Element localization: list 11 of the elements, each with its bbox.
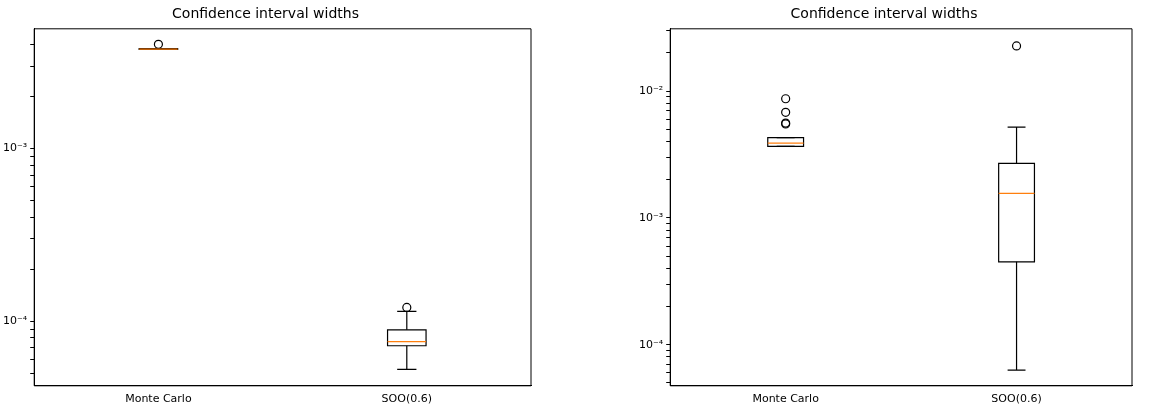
chart-title: Confidence interval widths: [790, 5, 978, 22]
chart-title: Confidence interval widths: [172, 5, 359, 22]
y-tick-label: 10⁻³: [638, 210, 664, 224]
y-tick-label: 10⁻⁴: [638, 337, 664, 351]
y-tick-label: 10⁻²: [638, 83, 664, 97]
x-tick-label: Monte Carlo: [125, 392, 192, 406]
x-tick-label: SOO(0.6): [991, 392, 1042, 406]
x-tick-label: Monte Carlo: [752, 392, 820, 406]
y-tick-label: 10⁻⁴: [2, 313, 28, 327]
x-tick-label: SOO(0.6): [381, 392, 432, 406]
y-tick-label: 10⁻³: [2, 141, 28, 155]
